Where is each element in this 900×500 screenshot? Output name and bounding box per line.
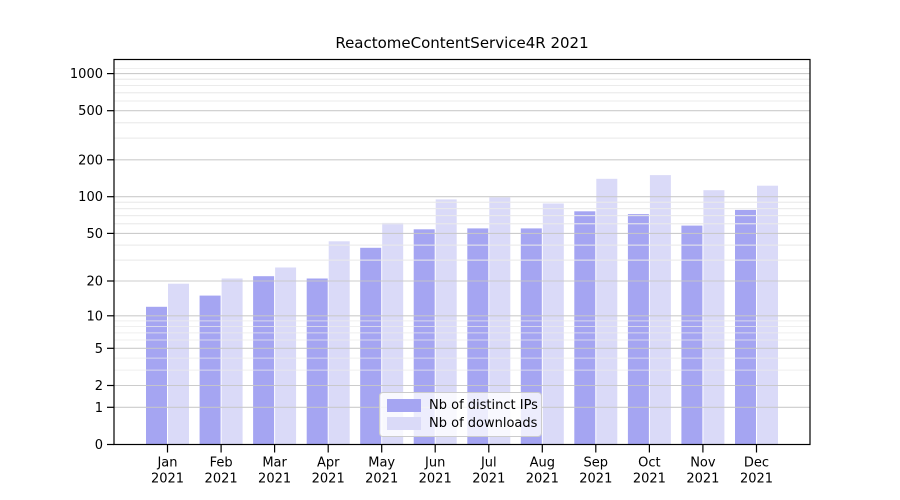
x-tick-label-year: 2021 [312, 472, 345, 487]
x-tick-label-year: 2021 [258, 472, 291, 487]
x-tick-label-month: Jan [156, 456, 177, 471]
y-tick-label: 100 [78, 190, 103, 205]
y-tick-label: 20 [86, 275, 103, 290]
x-tick-label-year: 2021 [419, 472, 452, 487]
legend: Nb of distinct IPs Nb of downloads [379, 392, 542, 437]
bar-nb-of-downloads-mar-2021 [275, 267, 297, 445]
legend-item-distinct-ips: Nb of distinct IPs [387, 398, 538, 413]
y-tick-label: 0 [95, 438, 103, 453]
x-tick-label-year: 2021 [151, 472, 184, 487]
x-tick-label-year: 2021 [526, 472, 559, 487]
bar-nb-of-distinct-ips-nov-2021 [681, 225, 703, 445]
x-tick-label-month: Sep [584, 456, 609, 471]
bar-nb-of-downloads-jan-2021 [168, 283, 189, 445]
x-tick-label-year: 2021 [472, 472, 505, 487]
bar-nb-of-distinct-ips-jun-2021 [413, 229, 435, 445]
y-tick-label: 500 [78, 104, 103, 119]
bar-nb-of-distinct-ips-oct-2021 [627, 214, 649, 445]
legend-swatch-distinct-ips [387, 399, 421, 412]
y-tick-label: 1 [95, 401, 103, 416]
y-tick-label: 5 [95, 342, 103, 357]
x-tick-label-month: Dec [744, 456, 769, 471]
chart-title: ReactomeContentService4R 2021 [335, 34, 589, 52]
x-tick-label-year: 2021 [365, 472, 398, 487]
bar-nb-of-downloads-aug-2021 [542, 203, 564, 445]
bar-nb-of-downloads-feb-2021 [221, 278, 243, 445]
x-tick-label-month: Nov [690, 456, 716, 471]
y-tick-label: 1000 [70, 67, 103, 82]
bar-nb-of-downloads-jun-2021 [435, 199, 457, 445]
x-tick-label-month: Oct [638, 456, 660, 471]
x-tick-label-year: 2021 [686, 472, 719, 487]
x-tick-label-month: Apr [317, 456, 340, 471]
bar-nb-of-downloads-nov-2021 [703, 190, 725, 445]
bar-nb-of-distinct-ips-jul-2021 [467, 228, 489, 445]
bar-nb-of-downloads-may-2021 [382, 222, 404, 445]
bar-nb-of-downloads-apr-2021 [328, 241, 350, 445]
bar-nb-of-downloads-dec-2021 [757, 185, 778, 445]
x-tick-label-month: Mar [262, 456, 287, 471]
x-tick-label-month: Aug [530, 456, 555, 471]
bar-nb-of-distinct-ips-mar-2021 [253, 276, 275, 445]
plot-border [113, 58, 811, 446]
x-tick-label-month: Feb [210, 456, 233, 471]
x-tick-label-year: 2021 [579, 472, 612, 487]
y-tick-label: 50 [86, 227, 103, 242]
bar-nb-of-downloads-oct-2021 [649, 175, 671, 445]
y-tick-label: 10 [86, 309, 103, 324]
x-tick-label-month: Jul [480, 456, 497, 471]
bar-nb-of-downloads-sep-2021 [596, 178, 618, 445]
y-tick-label: 2 [95, 379, 103, 394]
legend-item-downloads: Nb of downloads [387, 416, 537, 431]
x-tick-label-month: May [368, 456, 395, 471]
x-tick-label-year: 2021 [633, 472, 666, 487]
legend-label-downloads: Nb of downloads [429, 416, 538, 431]
legend-swatch-downloads [387, 417, 421, 430]
x-tick-label-year: 2021 [740, 472, 773, 487]
x-tick-label-year: 2021 [205, 472, 238, 487]
x-tick-label-month: Jun [424, 456, 445, 471]
legend-label-distinct-ips: Nb of distinct IPs [429, 398, 538, 413]
bar-nb-of-distinct-ips-aug-2021 [520, 228, 542, 445]
bar-nb-of-distinct-ips-sep-2021 [574, 211, 596, 445]
bar-nb-of-distinct-ips-jan-2021 [146, 306, 167, 445]
bar-nb-of-distinct-ips-may-2021 [360, 247, 382, 445]
bar-nb-of-distinct-ips-apr-2021 [306, 278, 328, 445]
y-tick-label: 200 [78, 153, 103, 168]
